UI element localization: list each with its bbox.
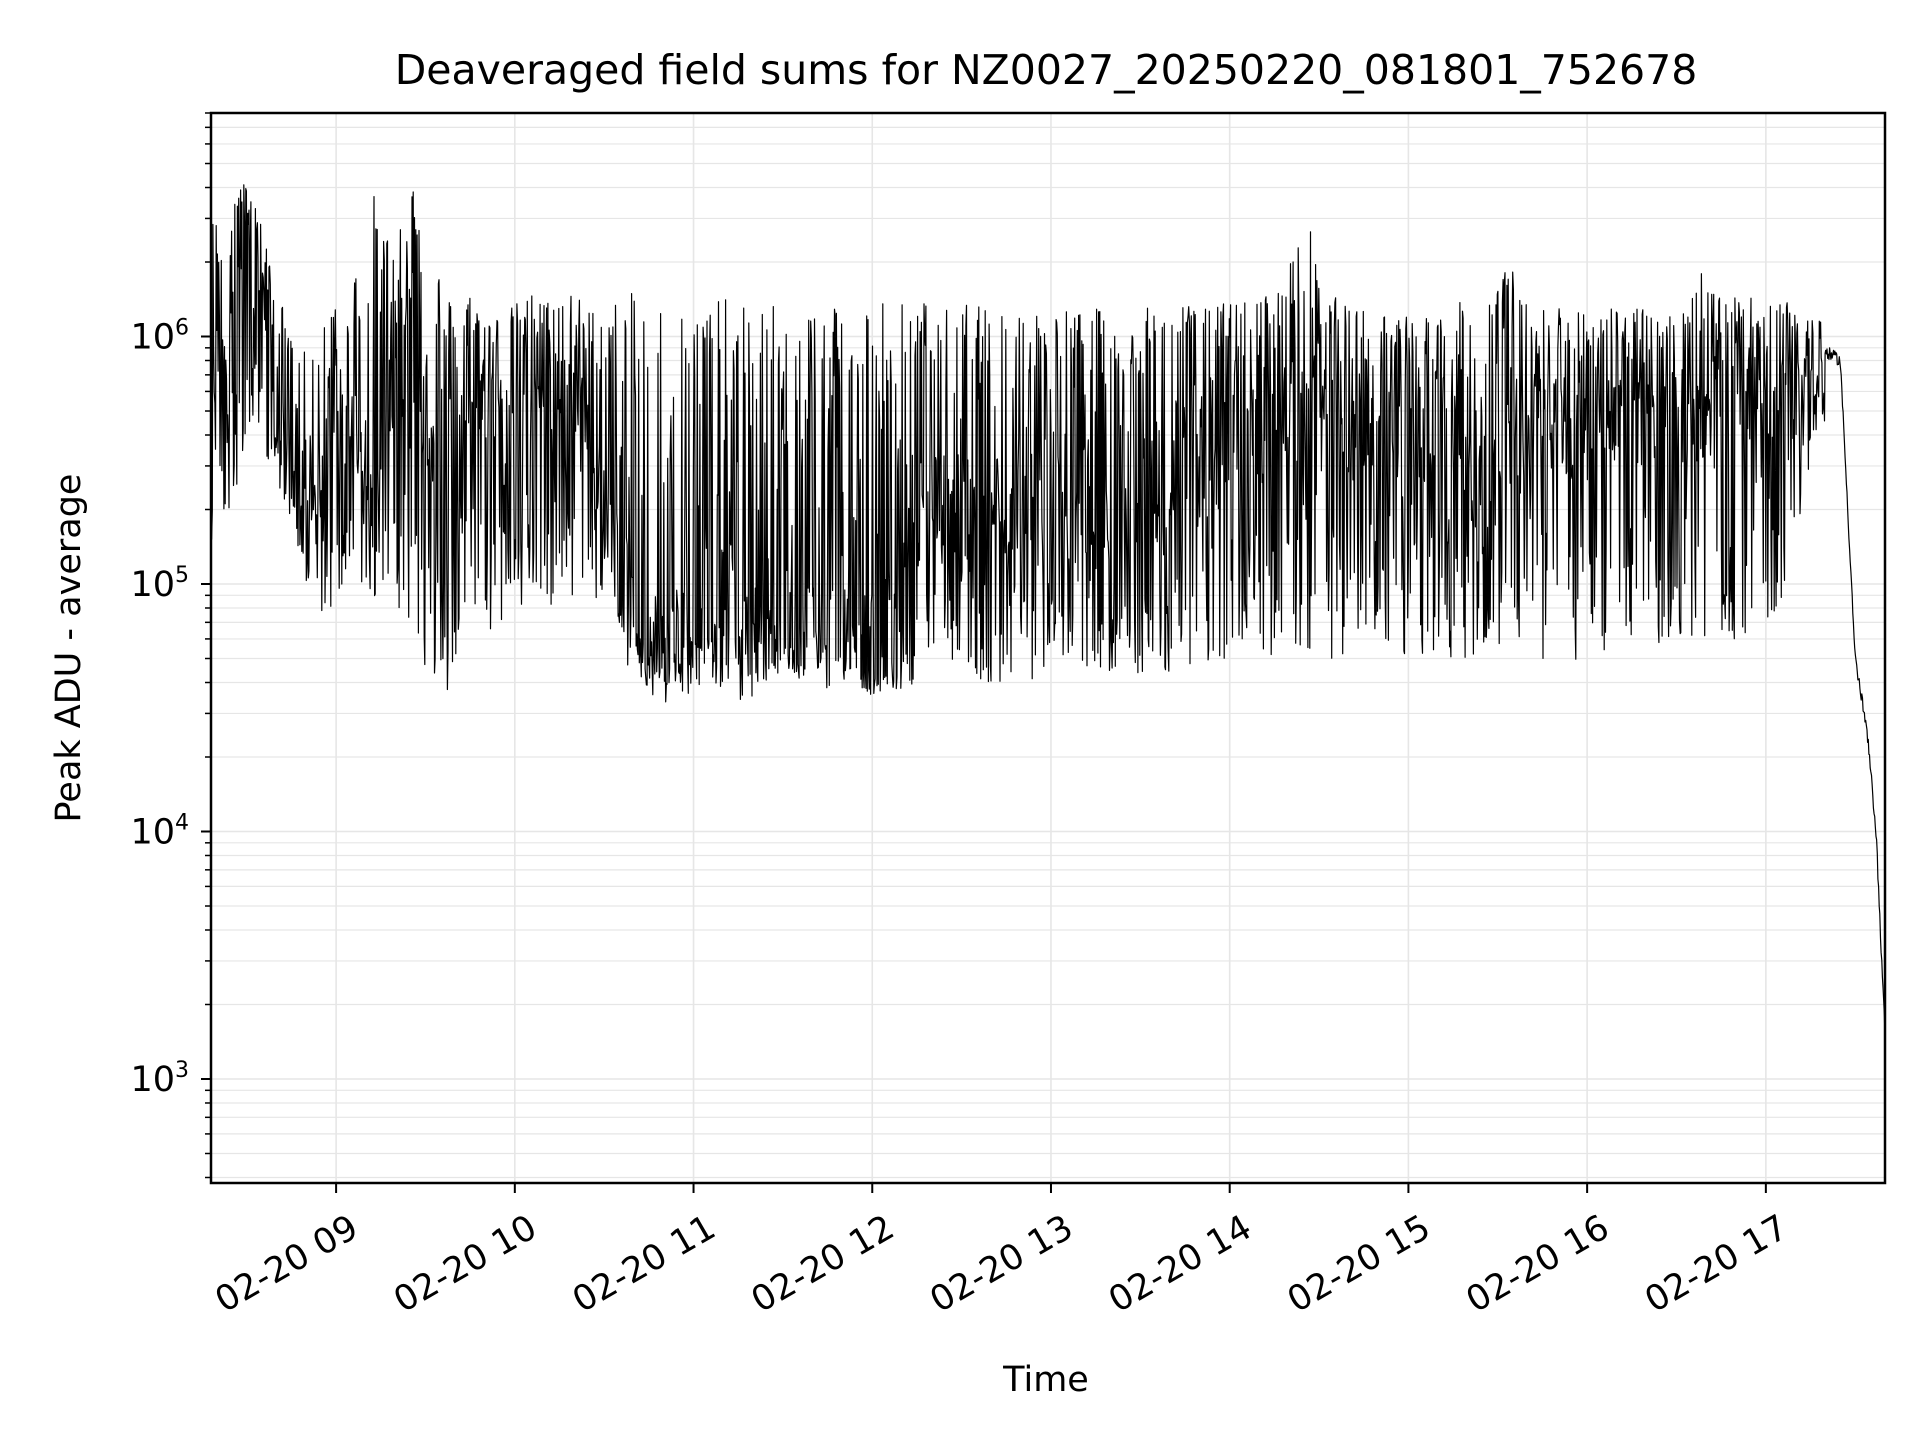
- y-axis-label: Peak ADU - average: [49, 474, 89, 823]
- y-tick-label: 104: [130, 811, 189, 853]
- x-axis-label: Time: [1002, 1360, 1089, 1400]
- y-tick-label: 106: [130, 316, 189, 358]
- plot-series: [210, 184, 1886, 1039]
- data-line: [210, 184, 1886, 1039]
- chart-title: Deaveraged field sums for NZ0027_2025022…: [395, 46, 1698, 94]
- y-axis: 103 104 105 106: [130, 112, 211, 1179]
- y-tick-label: 105: [130, 563, 189, 605]
- plot-frame: [209, 111, 1887, 1185]
- y-tick-label: 103: [130, 1058, 189, 1100]
